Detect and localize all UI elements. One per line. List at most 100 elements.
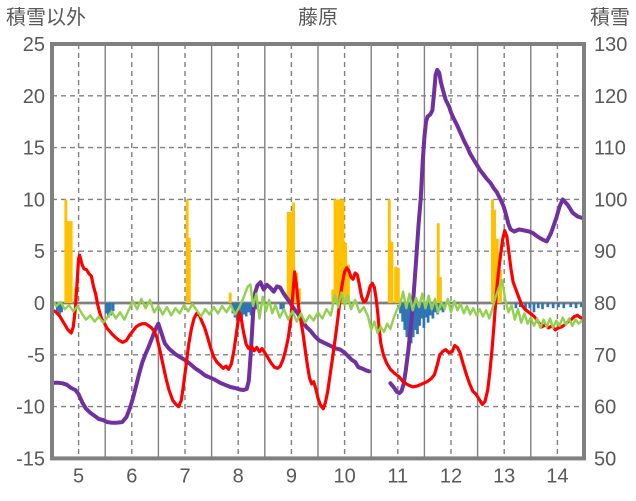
right-axis-tick: 130 — [594, 34, 627, 56]
blue-bars — [574, 303, 578, 309]
green-line — [50, 279, 586, 335]
orange-bars — [390, 241, 394, 303]
orange-bars — [387, 199, 391, 303]
right-axis-tick: 80 — [594, 293, 616, 315]
blue-bars — [401, 303, 404, 322]
blue-bars — [104, 303, 108, 314]
blue-bars — [399, 303, 402, 314]
orange-bars — [187, 237, 191, 303]
blue-bars — [541, 303, 544, 310]
blue-bars — [233, 303, 237, 318]
chart-title: 藤原 — [298, 7, 338, 29]
left-axis-tick: 15 — [23, 138, 45, 160]
left-axis-title: 積雪以外 — [6, 7, 86, 29]
x-axis-tick: 12 — [440, 465, 462, 487]
blue-bars — [279, 303, 283, 310]
orange-bars — [333, 199, 337, 303]
blue-bars — [111, 303, 115, 312]
blue-bars — [536, 303, 540, 309]
purple-line — [388, 67, 585, 396]
orange-bars — [331, 289, 335, 303]
blue-bars — [580, 303, 583, 308]
orange-bars — [67, 221, 70, 303]
left-axis-tick: -5 — [27, 345, 45, 367]
blue-bars — [418, 303, 421, 326]
blue-bars — [424, 303, 428, 318]
left-axis-tick: 10 — [23, 189, 45, 211]
blue-bars — [107, 303, 110, 318]
blue-bars — [109, 303, 112, 316]
blue-bars — [422, 303, 426, 328]
x-axis-tick: 5 — [73, 465, 84, 487]
right-axis-tick: 110 — [594, 138, 626, 160]
orange-bars — [289, 211, 293, 303]
orange-bars — [292, 202, 295, 303]
right-axis-tick: 90 — [594, 241, 616, 263]
blue-bars — [420, 303, 424, 319]
blue-bars — [249, 303, 253, 316]
blue-bars — [414, 303, 417, 330]
blue-bars — [428, 303, 432, 316]
left-axis-tick: 5 — [34, 241, 45, 263]
orange-bars — [185, 199, 189, 303]
orange-bars — [297, 288, 301, 303]
x-axis-tick: 6 — [126, 465, 137, 487]
x-axis-tick: 8 — [233, 465, 244, 487]
orange-bars — [346, 264, 350, 303]
orange-bars — [436, 223, 440, 303]
left-axis-tick: -15 — [16, 448, 45, 470]
orange-bars — [493, 209, 497, 303]
blue-bars — [557, 303, 560, 308]
red-line — [51, 228, 585, 411]
blue-bars — [569, 303, 573, 308]
left-axis-tick: 25 — [23, 34, 45, 56]
blue-bars — [403, 303, 407, 330]
x-axis-tick: 11 — [387, 465, 408, 487]
blue-bars — [433, 303, 437, 313]
orange-bars — [394, 266, 398, 303]
blue-bars — [55, 303, 59, 312]
x-axis-tick: 14 — [546, 465, 568, 487]
right-axis-tick: 60 — [594, 397, 616, 419]
orange-bars — [228, 292, 232, 303]
blue-bars — [242, 303, 246, 315]
right-axis-tick: 120 — [594, 86, 627, 108]
x-axis-tick: 13 — [493, 465, 515, 487]
blue-bars — [240, 303, 244, 319]
orange-bars — [396, 267, 400, 303]
purple-line — [50, 280, 372, 425]
orange-bars — [336, 199, 340, 303]
x-axis-tick: 9 — [286, 465, 297, 487]
blue-bars — [405, 303, 409, 338]
x-axis-tick: 10 — [333, 465, 355, 487]
blue-bars — [60, 303, 63, 313]
orange-bars — [438, 277, 442, 303]
right-axis-tick: 100 — [594, 189, 627, 211]
blue-bars — [524, 303, 527, 310]
blue-bars — [514, 303, 518, 309]
blue-bars — [282, 303, 285, 313]
right-axis-tick: 70 — [594, 345, 616, 367]
blue-bars — [431, 303, 435, 319]
orange-bars — [338, 199, 342, 303]
blue-bars — [426, 303, 430, 323]
x-axis-tick: 7 — [179, 465, 190, 487]
orange-bars — [69, 221, 73, 303]
left-axis-tick: 0 — [34, 293, 45, 315]
blue-bars — [244, 303, 248, 317]
blue-bars — [532, 303, 536, 313]
orange-bars — [64, 199, 68, 303]
left-axis-tick: 20 — [23, 86, 45, 108]
orange-bars — [341, 199, 345, 303]
blue-bars — [562, 303, 566, 309]
right-axis-title: 積雪 — [590, 7, 630, 29]
orange-bars — [286, 211, 290, 303]
plot-border — [50, 42, 586, 461]
blue-bars — [58, 303, 61, 316]
blue-bars — [416, 303, 419, 335]
right-axis-tick: 50 — [594, 448, 616, 470]
blue-bars — [528, 303, 532, 309]
left-axis-tick: -10 — [16, 397, 45, 419]
blue-bars — [546, 303, 550, 308]
